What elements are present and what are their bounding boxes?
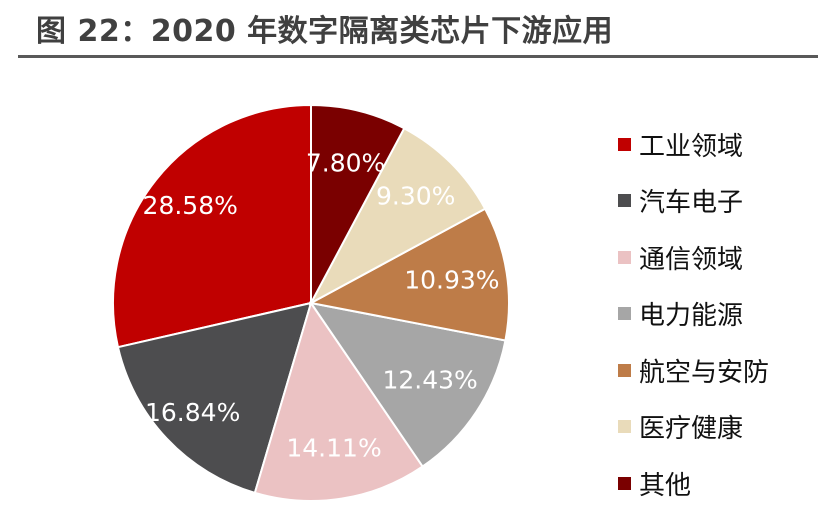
slice-label: 7.80% [306,149,385,178]
title-divider [18,55,818,58]
legend-label: 通信领域 [639,244,744,275]
slice-label: 12.43% [382,365,477,394]
legend-swatch [618,137,631,151]
legend-swatch [618,363,631,377]
pie-slice [308,207,510,342]
pie-slice [310,103,406,304]
legend-label: 电力能源 [639,301,744,332]
legend-swatch [618,194,631,208]
legend-item: 电力能源 [618,286,828,343]
slice-label: 28.58% [143,191,238,220]
legend-label: 医疗健康 [639,414,744,445]
pie-slice [308,126,487,306]
pie-slice [308,301,507,468]
slice-label: 16.84% [145,398,240,427]
legend-label: 汽车电子 [639,188,744,219]
pie-slice [112,103,312,349]
legend-item: 航空与安防 [618,342,828,399]
pie-slice [116,301,313,495]
slice-label: 9.30% [376,182,455,211]
legend-item: 通信领域 [618,229,828,286]
legend-swatch [618,307,631,321]
legend-item: 工业领域 [618,116,828,173]
slice-label: 14.11% [286,434,381,463]
pie-slice [253,300,425,502]
slice-label: 10.93% [404,265,499,294]
legend-item: 其他 [618,455,828,512]
legend-swatch [618,476,631,490]
legend-item: 医疗健康 [618,399,828,456]
legend-swatch [618,420,631,434]
chart-title: 图 22：2020 年数字隔离类芯片下游应用 [36,14,614,49]
legend-item: 汽车电子 [618,173,828,230]
legend-label: 其他 [639,470,692,501]
legend-swatch [618,250,631,264]
legend-label: 工业领域 [639,131,744,162]
legend: 工业领域 汽车电子 通信领域 电力能源 航空与安防 医疗健康 其他 [618,116,828,512]
legend-label: 航空与安防 [639,357,770,388]
